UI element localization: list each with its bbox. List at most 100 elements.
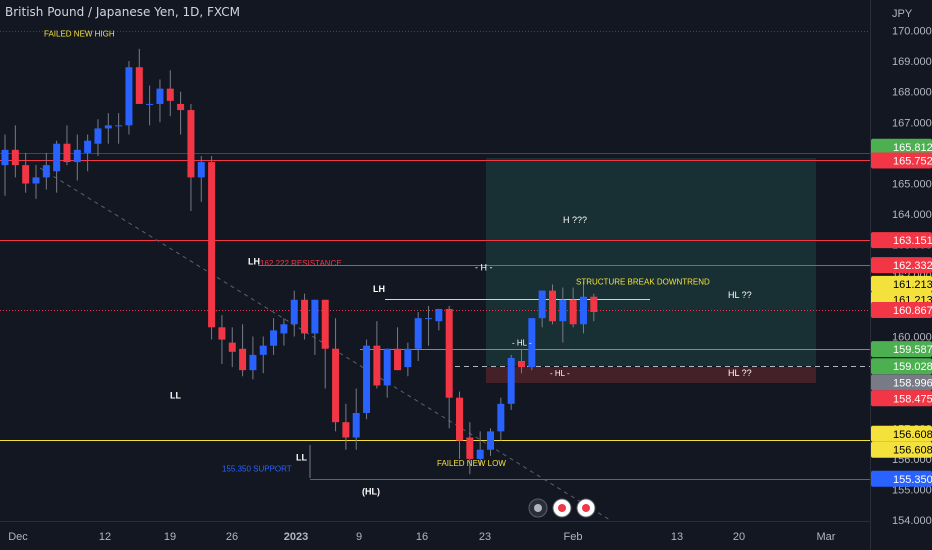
candle	[32, 165, 40, 199]
price-label-bg	[871, 232, 932, 249]
annotation-label: 155.350 SUPPORT	[222, 465, 292, 474]
candle	[445, 305, 453, 429]
stop-zone	[486, 367, 816, 383]
price-label: 156.608	[871, 441, 932, 458]
candle-body	[125, 67, 133, 126]
price-label: 158.996	[871, 374, 932, 391]
time-tick: Feb	[564, 531, 583, 543]
price-label: 156.608	[871, 425, 932, 442]
candle-body	[11, 149, 19, 166]
price-label-bg	[871, 275, 932, 292]
candle-body	[383, 348, 391, 386]
flag-icon[interactable]	[576, 498, 596, 518]
candle-body	[94, 128, 102, 144]
candle	[301, 293, 309, 340]
candle	[476, 431, 484, 466]
candle	[404, 342, 412, 377]
candle-body	[476, 449, 484, 459]
candle	[425, 305, 433, 346]
candle-body	[487, 431, 495, 450]
candle-body	[280, 324, 288, 334]
candle	[11, 125, 19, 178]
candle-body	[1, 149, 9, 166]
price-tick: 170.000	[892, 26, 932, 38]
price-label-bg	[871, 152, 932, 169]
candle-body	[414, 318, 422, 349]
price-axis[interactable]: JPY170.000169.000168.000167.000166.00016…	[871, 8, 932, 527]
annotation-label: STRUCTURE BREAK DOWNTREND	[576, 277, 710, 286]
candle-body	[538, 290, 546, 319]
time-tick: Mar	[817, 531, 836, 543]
record-icon[interactable]	[552, 498, 572, 518]
candle-body	[259, 345, 267, 355]
record-icon-dot	[558, 504, 566, 512]
candle	[507, 354, 515, 410]
candle	[239, 324, 247, 377]
price-label-bg	[871, 358, 932, 375]
time-tick: 26	[226, 531, 238, 543]
price-label-text: 158.475	[893, 393, 932, 405]
candle-body	[22, 165, 30, 184]
candle	[125, 61, 133, 135]
grid	[0, 0, 871, 550]
price-label-text: 159.028	[893, 361, 932, 373]
price-tick: 165.000	[892, 179, 932, 191]
price-label-text: 165.752	[893, 155, 932, 167]
candle	[435, 308, 443, 331]
time-tick: 9	[356, 531, 362, 543]
candle	[53, 140, 61, 193]
candle-body	[548, 290, 556, 322]
price-label: 159.028	[871, 358, 932, 375]
time-tick: 13	[671, 531, 683, 543]
price-label-bg	[871, 390, 932, 407]
price-label: 163.151	[871, 232, 932, 249]
price-label: 162.332	[871, 257, 932, 274]
toolbar-icons[interactable]	[528, 498, 596, 518]
candle	[290, 290, 298, 337]
candle-body	[249, 354, 257, 371]
candle-body	[363, 345, 371, 413]
lightning-icon[interactable]	[528, 498, 548, 518]
candle-body	[156, 88, 164, 104]
candle-body	[73, 149, 81, 163]
price-label-text: 156.608	[893, 445, 932, 457]
candle	[590, 293, 598, 322]
annotation-label: HL ??	[728, 368, 752, 378]
candle-body	[342, 422, 350, 438]
price-label: 158.475	[871, 390, 932, 407]
candle-body	[456, 397, 464, 441]
lightning-icon-dot	[534, 504, 542, 512]
candle-body	[218, 327, 226, 340]
price-label-bg	[871, 425, 932, 442]
candle	[394, 327, 402, 371]
price-label-bg	[871, 138, 932, 155]
price-label-bg	[871, 470, 932, 487]
price-label-text: 159.587	[893, 344, 932, 356]
price-label: 165.812	[871, 138, 932, 155]
candle	[84, 134, 92, 172]
candle	[383, 348, 391, 398]
price-label-text: 160.867	[893, 305, 932, 317]
price-label: 161.213	[871, 275, 932, 292]
candle-body	[311, 299, 319, 334]
candle-body	[135, 67, 143, 104]
annotation-label: - H -	[475, 263, 493, 273]
candle	[548, 284, 556, 325]
candle-body	[466, 437, 474, 459]
candle-body	[197, 162, 205, 178]
level-lines	[0, 31, 870, 521]
candle	[63, 125, 71, 166]
candle	[559, 287, 567, 343]
candle-body	[445, 308, 453, 398]
price-label-text: 162.332	[893, 260, 932, 272]
candle-body	[270, 330, 278, 346]
annotation-label: - HL -	[550, 369, 570, 378]
time-axis[interactable]: Dec 12 19 26 2023 9 16 23 Feb 13 20 Mar	[8, 531, 836, 543]
price-tick: 167.000	[892, 117, 932, 129]
time-tick: 20	[733, 531, 745, 543]
candle-body	[187, 110, 195, 178]
candle	[146, 85, 154, 126]
candle	[73, 134, 81, 181]
time-tick: 23	[479, 531, 491, 543]
